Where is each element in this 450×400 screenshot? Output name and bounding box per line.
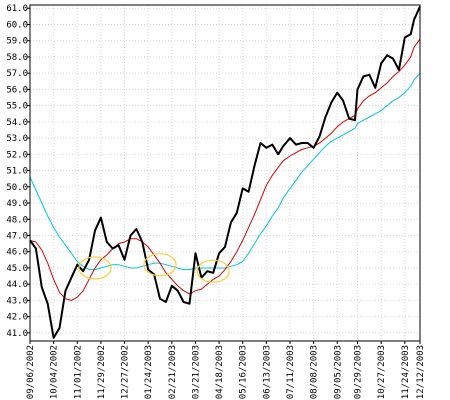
y-tick-label: 58.0 <box>6 53 28 63</box>
x-tick-label: 09/05/2003 <box>333 345 343 399</box>
x-tick-label: 12/27/2002 <box>121 345 131 399</box>
series-line-1 <box>29 38 421 301</box>
x-tick-label: 08/08/2003 <box>310 345 320 399</box>
x-tick-label: 03/21/2003 <box>191 345 201 399</box>
y-axis-ticks: 41.0 42.0 43.0 44.0 45.0 46.0 47.0 48.0 49.0 50.0… <box>6 4 30 339</box>
series-line-0 <box>29 6 421 339</box>
x-tick-label: 11/01/2002 <box>73 345 83 399</box>
y-tick-label: 51.0 <box>6 167 28 177</box>
y-tick-label: 60.0 <box>6 20 28 30</box>
y-tick-label: 50.0 <box>6 183 28 193</box>
y-tick-label: 53.0 <box>6 134 28 144</box>
y-tick-label: 48.0 <box>6 215 28 225</box>
x-tick-label: 11/24/2003 <box>401 345 411 399</box>
y-tick-label: 61.0 <box>6 4 28 14</box>
x-tick-label: 02/21/2003 <box>168 345 178 399</box>
x-tick-label: 01/24/2003 <box>144 345 154 399</box>
x-tick-label: 04/18/2003 <box>215 345 225 399</box>
highlight-ellipse-2 <box>196 259 230 283</box>
x-tick-label: 11/29/2002 <box>97 345 107 399</box>
y-tick-label: 54.0 <box>6 118 28 128</box>
highlight-ellipse-1 <box>143 253 177 277</box>
y-tick-label: 43.0 <box>6 296 28 306</box>
highlight-ellipses <box>78 253 230 283</box>
x-tick-label: 10/04/2002 <box>50 345 60 399</box>
y-tick-label: 45.0 <box>6 264 28 274</box>
y-tick-label: 41.0 <box>6 329 28 339</box>
y-tick-label: 44.0 <box>6 280 28 290</box>
y-tick-label: 42.0 <box>6 313 28 323</box>
x-tick-label: 07/11/2003 <box>286 345 296 399</box>
highlight-ellipse-0 <box>78 256 112 280</box>
x-tick-label: 12/12/2003 <box>416 345 426 399</box>
y-tick-label: 56.0 <box>6 85 28 95</box>
x-axis-ticks: 09/06/2002 10/04/2002 11/01/2002 11/29/2002… <box>26 341 426 399</box>
plot-frame <box>29 4 421 342</box>
x-tick-label: 05/16/2003 <box>239 345 249 399</box>
y-tick-label: 49.0 <box>6 199 28 209</box>
y-tick-label: 59.0 <box>6 37 28 47</box>
x-tick-label: 10/27/2003 <box>377 345 387 399</box>
x-tick-label: 06/13/2003 <box>262 345 272 399</box>
y-tick-label: 55.0 <box>6 102 28 112</box>
y-tick-label: 47.0 <box>6 231 28 241</box>
y-tick-label: 52.0 <box>6 150 28 160</box>
y-tick-label: 46.0 <box>6 248 28 258</box>
y-tick-label: 57.0 <box>6 69 28 79</box>
x-tick-label: 09/29/2003 <box>354 345 364 399</box>
x-tick-label: 09/06/2002 <box>26 345 36 399</box>
